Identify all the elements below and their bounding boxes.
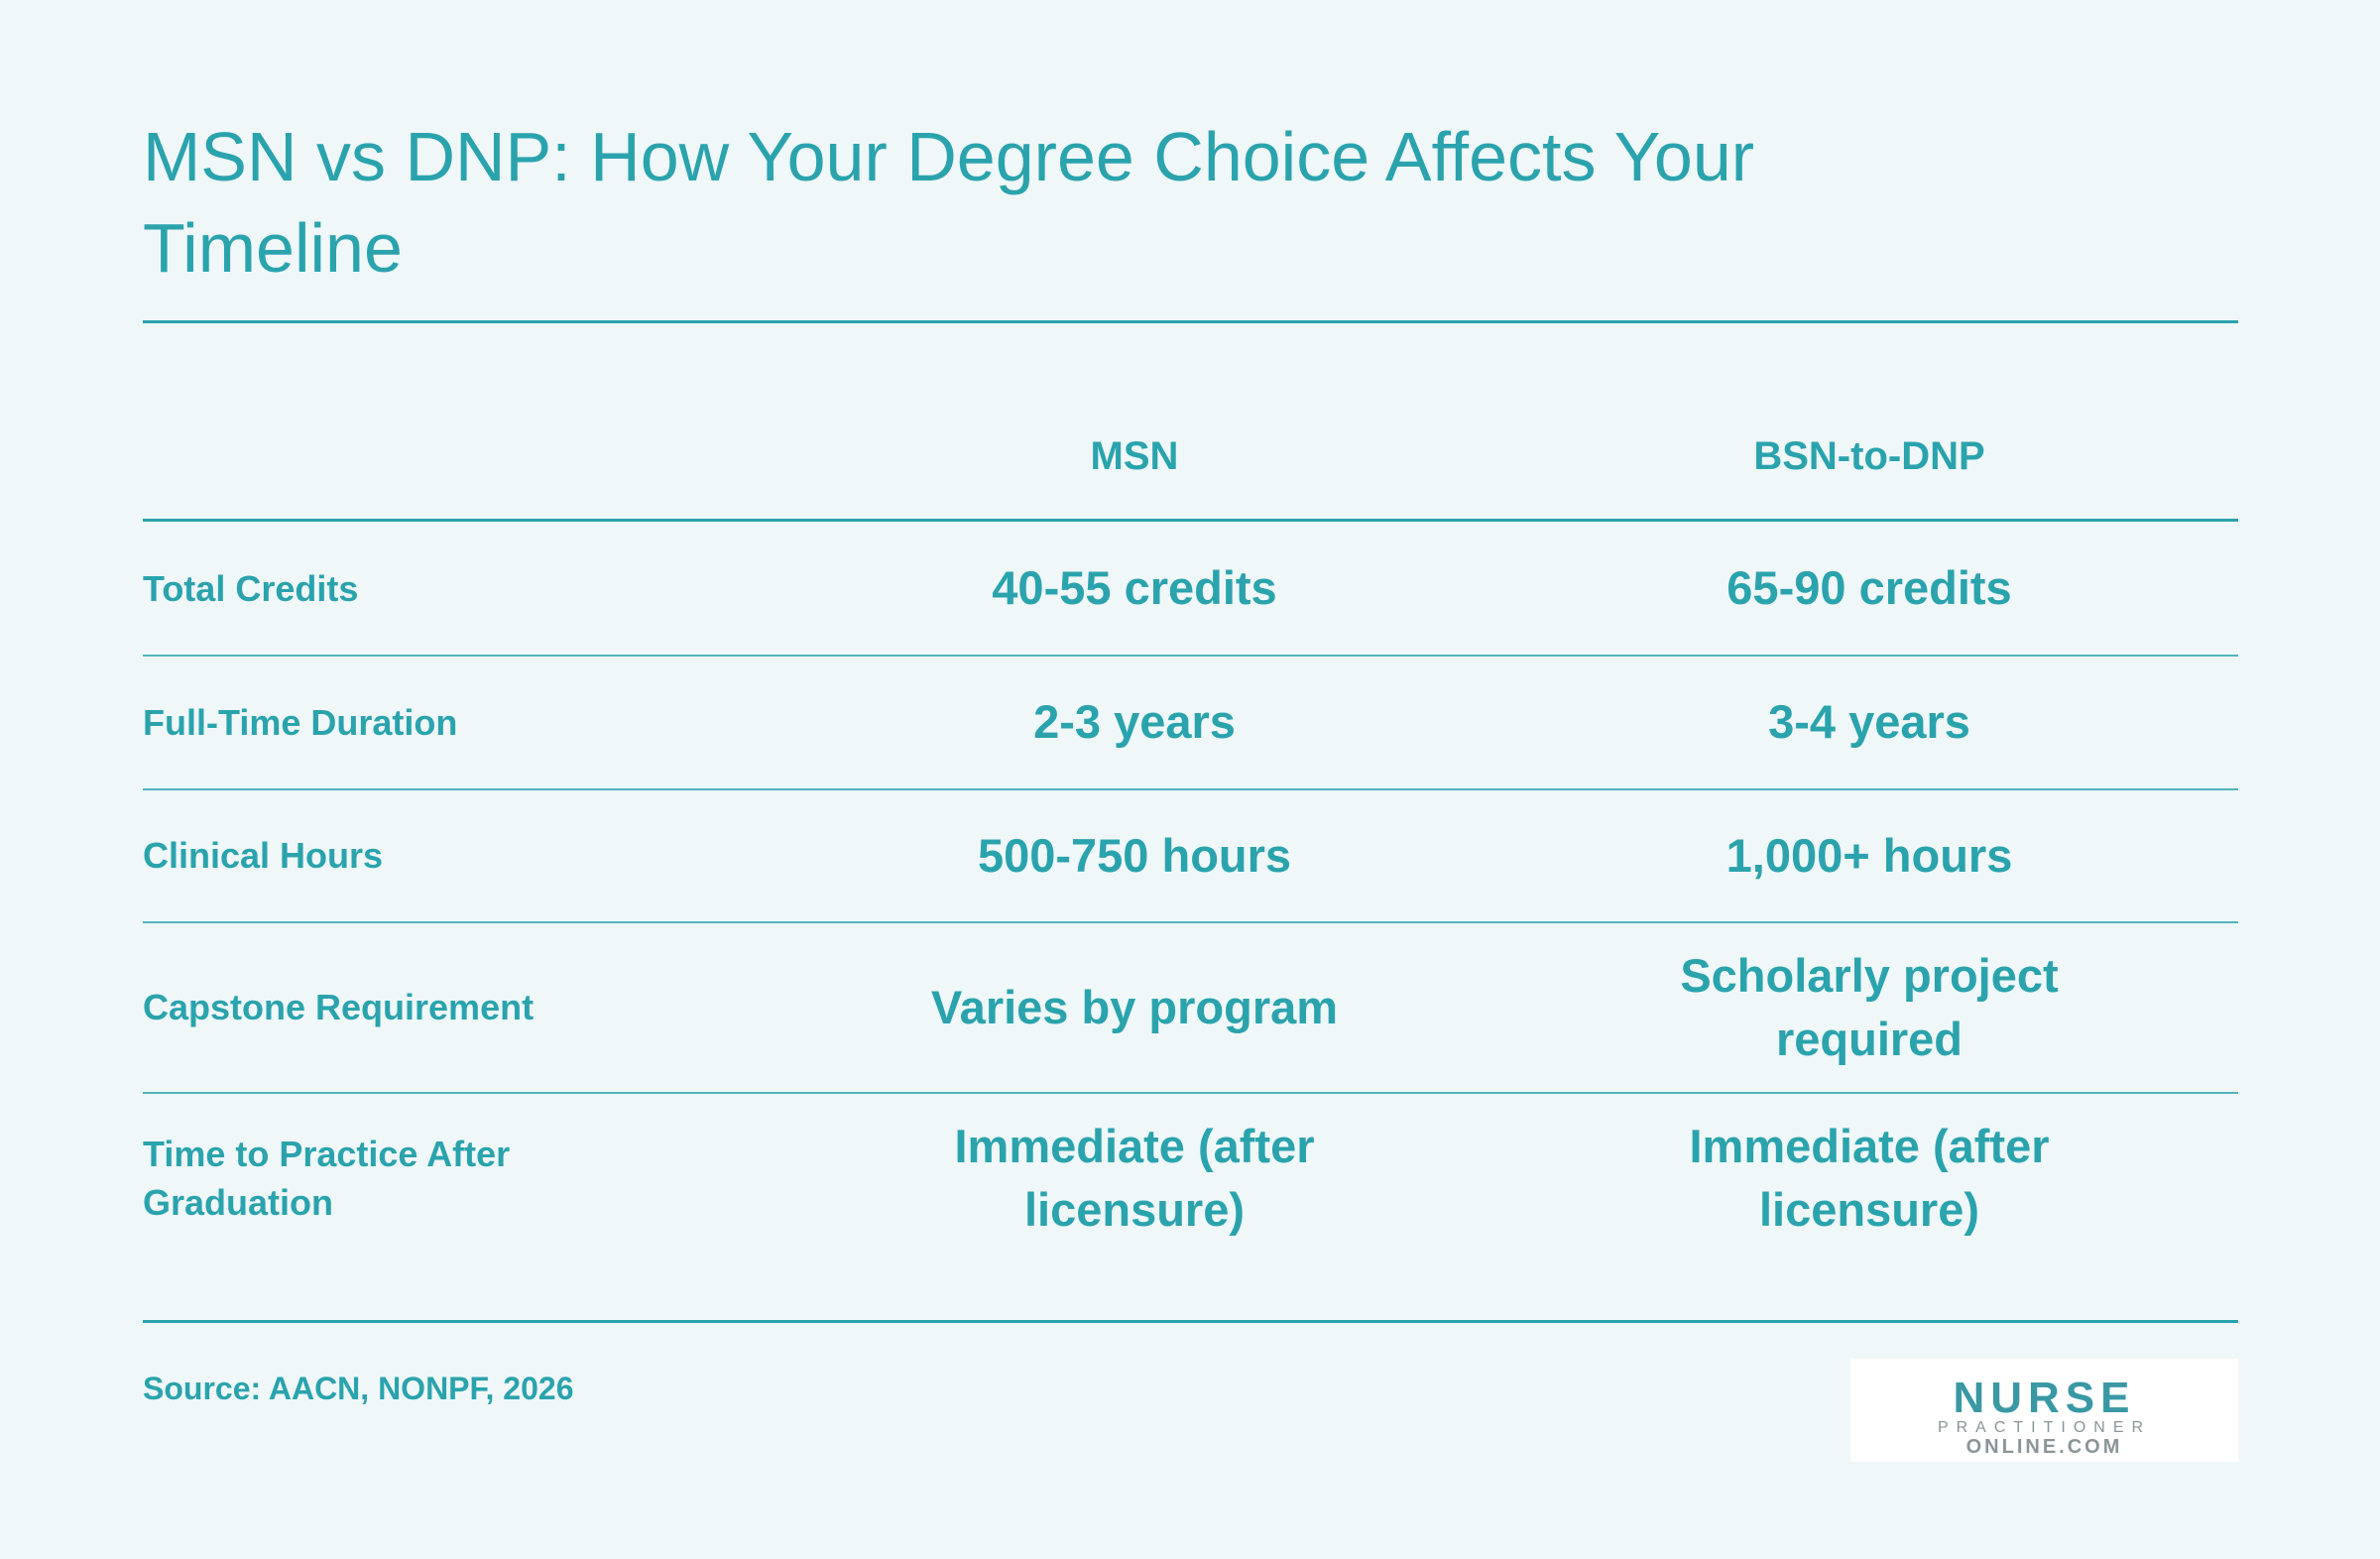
table-row: Capstone Requirement Varies by program Sch… xyxy=(143,922,2238,1092)
row-label: Total Credits xyxy=(143,567,359,609)
logo-text: PRACTITIONER xyxy=(1937,1419,2152,1436)
cell-value: 2-3 years xyxy=(1033,695,1236,748)
cell-value: 3-4 years xyxy=(1768,695,1970,748)
table-row: Time to Practice After Graduation Immedia… xyxy=(143,1093,2238,1263)
cell-value: 40-55 credits xyxy=(992,561,1277,614)
row-label: Full-Time Duration xyxy=(143,701,458,743)
row-label: Time to Practice After Graduation xyxy=(143,1134,511,1223)
cell-value: 65-90 credits xyxy=(1726,561,2012,614)
row-rule xyxy=(143,1092,2238,1094)
header-rule xyxy=(143,519,2238,522)
cell-value: Immediate (after licensure) xyxy=(954,1120,1315,1236)
bottom-rule xyxy=(143,1320,2238,1323)
table-row: Full-Time Duration 2-3 years 3-4 years xyxy=(143,656,2238,788)
title-rule xyxy=(143,320,2238,323)
cell-value: Immediate (after licensure) xyxy=(1689,1120,2050,1236)
title: MSN vs DNP: How Your Degree Choice Affec… xyxy=(143,118,1755,287)
cell-value: Scholarly project required xyxy=(1680,948,2059,1065)
logo-text: NURSE xyxy=(1953,1374,2136,1422)
table-row: Total Credits 40-55 credits 65-90 credits xyxy=(143,522,2238,655)
column-header: MSN xyxy=(1090,434,1179,478)
row-label: Capstone Requirement xyxy=(143,987,535,1027)
source: Source: AACN, NONPF, 2026 xyxy=(143,1371,574,1406)
cell-value: Varies by program xyxy=(930,980,1339,1033)
table-row: Clinical Hours 500-750 hours 1,000+ hours xyxy=(143,789,2238,921)
row-rule xyxy=(143,788,2238,790)
cell-value: 1,000+ hours xyxy=(1726,828,2013,882)
row-rule xyxy=(143,921,2238,923)
column-header: BSN-to-DNP xyxy=(1753,434,1985,478)
cell-value: 500-750 hours xyxy=(977,828,1292,882)
logo-text: ONLINE.COM xyxy=(1965,1436,2123,1458)
row-label: Clinical Hours xyxy=(143,835,384,876)
logo: NURSE PRACTITIONER ONLINE.COM xyxy=(1850,1359,2238,1462)
row-rule xyxy=(143,655,2238,657)
